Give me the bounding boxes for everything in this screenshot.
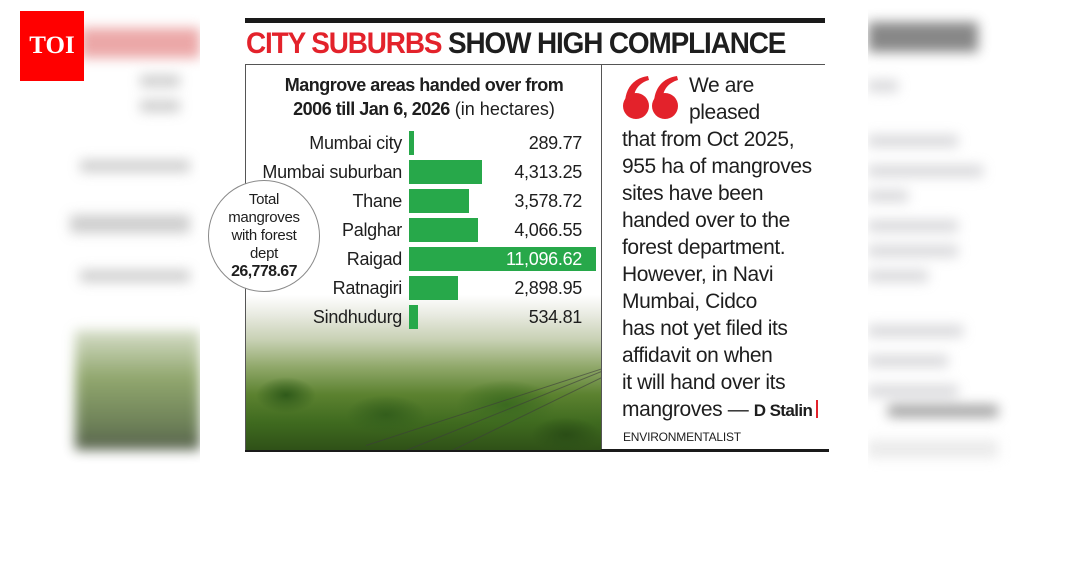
bar-row-ratnagiri: Ratnagiri 2,898.95 [246,274,601,302]
bottom-rule [601,449,829,452]
row-label: Palghar [342,220,402,240]
attribution-bar [816,400,819,418]
quote-text: We are pleased that from Oct 2025, 955 h… [622,72,832,424]
column-divider [601,64,602,452]
quote-line: sites have been [622,182,764,205]
bar-row-sindhudurg: Sindhudurg 534.81 [246,303,601,331]
row-value: 2,898.95 [514,278,582,298]
bar [409,160,482,184]
row-value: 4,066.55 [514,220,582,240]
quote-line: We are [689,74,754,97]
row-value: 3,578.72 [514,191,582,211]
quote-last-line: mangroves — D Stalin [622,396,832,424]
row-value: 534.81 [528,307,583,327]
quote-line: that from Oct 2025, [622,128,795,151]
headline-red: CITY SUBURBS [246,27,442,60]
bar [409,305,418,329]
toi-logo[interactable]: TOI [20,11,84,81]
quote-line: Mumbai, Cidco [622,290,757,313]
quote-line: forest department. [622,236,786,259]
chart-title-unit: (in hectares) [454,99,555,119]
bar [409,189,469,213]
quote-line: it will hand over its [622,371,786,394]
row-value: 4,313.25 [514,162,582,182]
row-label: Ratnagiri [332,278,403,298]
bar-row-mumbai-city: Mumbai city 289.77 [246,129,601,157]
quote-line: 955 ha of mangroves [622,155,812,178]
row-label: Thane [352,191,402,211]
total-label-line: with forest [231,227,297,244]
total-label-line: Total [248,191,280,208]
toi-logo-text: TOI [29,32,75,59]
total-value: 26,778.67 [231,263,297,280]
bar [409,218,478,242]
row-label: Raigad [346,249,403,269]
bar-row-thane: Thane 3,578.72 [246,187,601,215]
top-rule [245,18,825,23]
row-value: 289.77 [528,133,583,153]
infographic-card: CITY SUBURBS SHOW HIGH COMPLIANCE Mangro… [200,0,868,470]
row-label: Sindhudurg [312,307,402,327]
quote-line: handed over to the [622,209,790,232]
chart-title-line1: Mangrove areas handed over from [284,75,564,95]
bar-row-raigad: Raigad 11,096.62 [246,245,601,273]
bar-row-mumbai-suburban: Mumbai suburban 4,313.25 [246,158,601,186]
row-label: Mumbai city [309,133,402,153]
quote-line: affidavit on when [622,344,773,367]
total-mangroves-callout: Total mangroves with forest dept 26,778.… [208,180,320,292]
bar [409,131,414,155]
blurred-background-left [60,0,200,470]
quote-line: However, in Navi [622,263,774,286]
chart-panel: Mangrove areas handed over from 2006 til… [245,64,601,452]
top-divider-right [601,64,825,65]
bottom-rule-left [245,450,601,452]
headline-black: SHOW HIGH COMPLIANCE [448,27,786,60]
bar [409,247,596,271]
total-label-line: mangroves [228,209,300,226]
quote-line: pleased [689,101,760,124]
bar [409,276,458,300]
attribution-role: ENVIRONMENTALIST [623,430,741,444]
row-label: Mumbai suburban [262,162,402,182]
quote-attribution: D Stalin [753,401,813,420]
chart-title-line2: 2006 till Jan 6, 2026 [293,99,450,119]
chart-title: Mangrove areas handed over from 2006 til… [246,73,601,121]
quote-line: mangroves — [622,398,754,421]
quote-mark-icon [623,76,678,119]
forest-photo [246,295,601,452]
bar-row-palghar: Palghar 4,066.55 [246,216,601,244]
quote-line: has not yet filed its [622,317,788,340]
headline: CITY SUBURBS SHOW HIGH COMPLIANCE [246,24,786,64]
row-value: 11,096.62 [505,249,582,269]
blurred-background-right [868,0,1008,470]
total-label-line: dept [250,245,278,262]
